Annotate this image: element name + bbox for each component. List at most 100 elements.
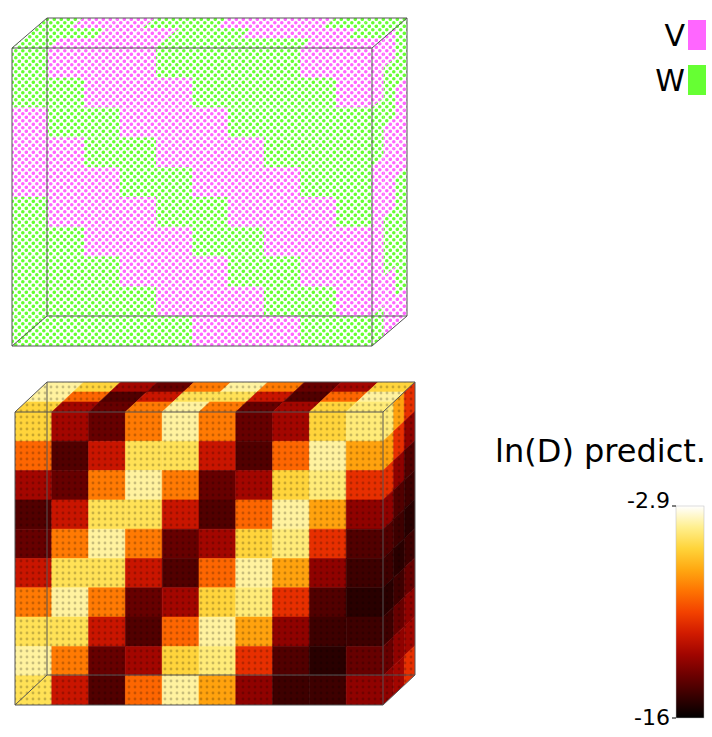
atom-cell xyxy=(120,48,156,78)
lattice-texture xyxy=(346,441,383,470)
heat-cell xyxy=(236,500,273,529)
lattice-texture xyxy=(52,529,89,558)
lattice-texture xyxy=(52,646,89,675)
heat-cell xyxy=(309,529,346,558)
atom-cell xyxy=(120,316,156,346)
lattice-texture xyxy=(89,529,126,558)
heat-cell xyxy=(125,676,162,705)
heat-cell xyxy=(162,529,199,558)
atom-cell xyxy=(228,197,264,227)
lattice-texture xyxy=(15,471,52,500)
atom-cell xyxy=(120,197,156,227)
atom-cell xyxy=(12,257,48,287)
atom-cell xyxy=(336,257,372,287)
lattice-texture xyxy=(162,646,199,675)
heat-cell xyxy=(15,412,52,441)
lattice-texture xyxy=(52,588,89,617)
lattice-texture xyxy=(89,441,126,470)
cube-edge xyxy=(407,18,408,316)
legend-swatch xyxy=(688,20,706,50)
lattice-texture xyxy=(273,471,310,500)
lattice-texture xyxy=(236,617,273,646)
atom-cell xyxy=(264,316,300,346)
cube-edge xyxy=(383,675,415,705)
atom-cell xyxy=(228,48,264,78)
heat-cell xyxy=(162,412,199,441)
lattice-texture xyxy=(346,471,383,500)
cube-edge xyxy=(372,316,407,346)
atom-cell xyxy=(12,78,48,108)
atom-cell xyxy=(12,316,48,346)
atom-cell xyxy=(192,137,228,167)
cube-edge xyxy=(47,18,407,19)
atom-cell xyxy=(156,78,192,108)
atom-cell xyxy=(12,227,48,257)
atom-cell xyxy=(192,48,228,78)
heat-cell xyxy=(199,646,236,675)
lattice-texture xyxy=(52,559,89,588)
atom-cell xyxy=(264,257,300,287)
atom-cell xyxy=(120,257,156,287)
atom-cell xyxy=(12,286,48,316)
atom-cell xyxy=(336,137,372,167)
atom-cell xyxy=(264,197,300,227)
heat-cell xyxy=(125,529,162,558)
lattice-texture xyxy=(309,617,346,646)
atom-cell xyxy=(120,78,156,108)
figure: VW-2.9-16ln(D) predict. xyxy=(0,0,712,737)
heat-cell xyxy=(52,471,89,500)
cube-edge xyxy=(415,382,416,675)
atom-cell xyxy=(192,167,228,197)
lattice-texture xyxy=(273,617,310,646)
atom-cell xyxy=(48,48,84,78)
cube-cells xyxy=(12,18,407,346)
heat-cell xyxy=(162,646,199,675)
heat-cell xyxy=(52,529,89,558)
atom-cell xyxy=(48,257,84,287)
heat-cell xyxy=(125,441,162,470)
cube-cells xyxy=(15,382,415,705)
lattice-texture xyxy=(309,500,346,529)
lattice-texture xyxy=(125,412,162,441)
lattice-texture xyxy=(273,676,310,705)
legend-label: V xyxy=(664,18,685,53)
atom-cell xyxy=(336,108,372,138)
heat-cell xyxy=(309,646,346,675)
cube-edge xyxy=(12,48,13,346)
lattice-texture xyxy=(199,559,236,588)
heat-cell xyxy=(236,646,273,675)
heat-cell xyxy=(346,471,383,500)
lattice-texture xyxy=(273,412,310,441)
heat-cell xyxy=(15,646,52,675)
colorbar-tick-label: -16 xyxy=(634,705,670,730)
cube-edge xyxy=(15,705,383,706)
heat-cell xyxy=(125,617,162,646)
heat-cell xyxy=(273,617,310,646)
heat-cell xyxy=(346,646,383,675)
lattice-texture xyxy=(125,617,162,646)
lattice-texture xyxy=(236,529,273,558)
lattice-texture xyxy=(162,412,199,441)
heat-cell xyxy=(125,471,162,500)
lattice-texture xyxy=(162,559,199,588)
atom-cell xyxy=(192,257,228,287)
lattice-texture xyxy=(52,441,89,470)
cube-edge xyxy=(15,382,47,412)
atom-cell xyxy=(264,48,300,78)
lattice-texture xyxy=(199,646,236,675)
lattice-texture xyxy=(89,412,126,441)
lattice-texture xyxy=(309,441,346,470)
heat-cell xyxy=(346,500,383,529)
atom-cell xyxy=(120,108,156,138)
lattice-texture xyxy=(273,500,310,529)
lattice-texture xyxy=(309,412,346,441)
lattice-texture xyxy=(15,617,52,646)
lattice-texture xyxy=(346,588,383,617)
atom-cell xyxy=(156,197,192,227)
lattice-texture xyxy=(273,588,310,617)
heat-cell xyxy=(162,471,199,500)
lattice-texture xyxy=(15,559,52,588)
atom-cell xyxy=(192,78,228,108)
lattice-texture xyxy=(89,471,126,500)
atom-cell xyxy=(336,316,372,346)
